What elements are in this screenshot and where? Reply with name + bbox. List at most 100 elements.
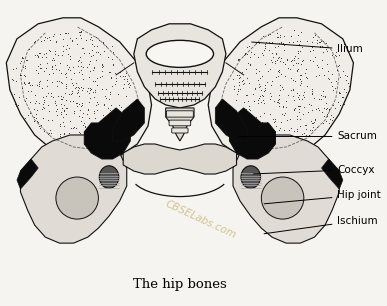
Ellipse shape [146, 40, 214, 67]
Point [96, 38, 102, 43]
Point [257, 75, 264, 80]
Point [56, 79, 62, 84]
Point [337, 90, 343, 95]
Point [288, 58, 294, 63]
Point [267, 40, 273, 45]
Point [57, 32, 63, 37]
Point [53, 39, 59, 43]
Point [62, 30, 68, 35]
Point [257, 83, 263, 88]
Point [44, 35, 50, 40]
Point [37, 50, 43, 55]
Point [88, 87, 94, 92]
Point [53, 103, 59, 108]
Point [57, 121, 63, 126]
Point [66, 45, 72, 50]
Point [86, 91, 92, 96]
Point [40, 95, 46, 99]
Point [281, 113, 287, 118]
Point [301, 90, 307, 95]
Point [44, 60, 50, 65]
Point [256, 84, 262, 89]
Point [275, 73, 281, 78]
Point [46, 72, 52, 77]
Point [85, 86, 91, 91]
Point [266, 39, 272, 44]
Point [330, 103, 336, 107]
Point [303, 127, 310, 132]
Point [324, 112, 330, 117]
Point [335, 64, 341, 69]
Point [79, 103, 86, 108]
Point [53, 67, 59, 72]
Point [25, 113, 31, 118]
Point [296, 117, 303, 121]
Point [332, 54, 339, 59]
Point [79, 46, 85, 51]
Point [41, 69, 47, 73]
Point [329, 83, 335, 88]
Point [260, 47, 267, 52]
Point [296, 106, 302, 111]
Point [87, 69, 93, 73]
Point [240, 109, 247, 114]
Point [275, 35, 281, 39]
Point [19, 86, 25, 91]
Point [123, 70, 129, 75]
Point [78, 133, 84, 138]
Point [284, 57, 290, 62]
Point [74, 41, 80, 46]
Point [50, 71, 56, 76]
Point [100, 40, 106, 45]
Point [22, 73, 28, 78]
Point [22, 58, 29, 63]
Point [65, 92, 72, 97]
Point [292, 106, 298, 110]
Point [59, 105, 65, 110]
Point [281, 43, 287, 48]
Point [101, 117, 108, 121]
Point [49, 80, 55, 84]
Point [277, 72, 284, 77]
Point [280, 105, 286, 110]
Point [19, 55, 26, 60]
Point [290, 88, 296, 92]
Point [92, 58, 99, 62]
Point [68, 77, 74, 82]
Point [288, 59, 294, 64]
Point [94, 82, 100, 87]
Point [81, 130, 87, 135]
Point [304, 39, 310, 44]
Point [275, 132, 281, 137]
Point [243, 66, 249, 71]
Point [50, 94, 56, 99]
Point [303, 132, 310, 137]
Point [326, 121, 332, 126]
Point [245, 81, 252, 86]
FancyBboxPatch shape [172, 128, 188, 133]
Point [332, 79, 339, 84]
Point [70, 126, 76, 131]
Point [295, 33, 301, 38]
Point [238, 110, 245, 115]
Point [312, 116, 318, 121]
Point [35, 64, 41, 69]
Point [323, 40, 329, 45]
Point [58, 94, 65, 99]
Point [237, 74, 243, 79]
Point [267, 32, 273, 36]
Point [78, 68, 84, 73]
Point [288, 34, 294, 39]
Point [309, 120, 315, 125]
Point [277, 32, 283, 37]
Point [315, 64, 321, 69]
Point [280, 60, 286, 65]
Point [315, 96, 322, 101]
Point [325, 69, 331, 74]
Point [242, 51, 248, 56]
Point [234, 91, 240, 96]
Point [27, 99, 33, 104]
Point [99, 86, 105, 91]
Point [241, 53, 247, 58]
Point [41, 129, 47, 134]
